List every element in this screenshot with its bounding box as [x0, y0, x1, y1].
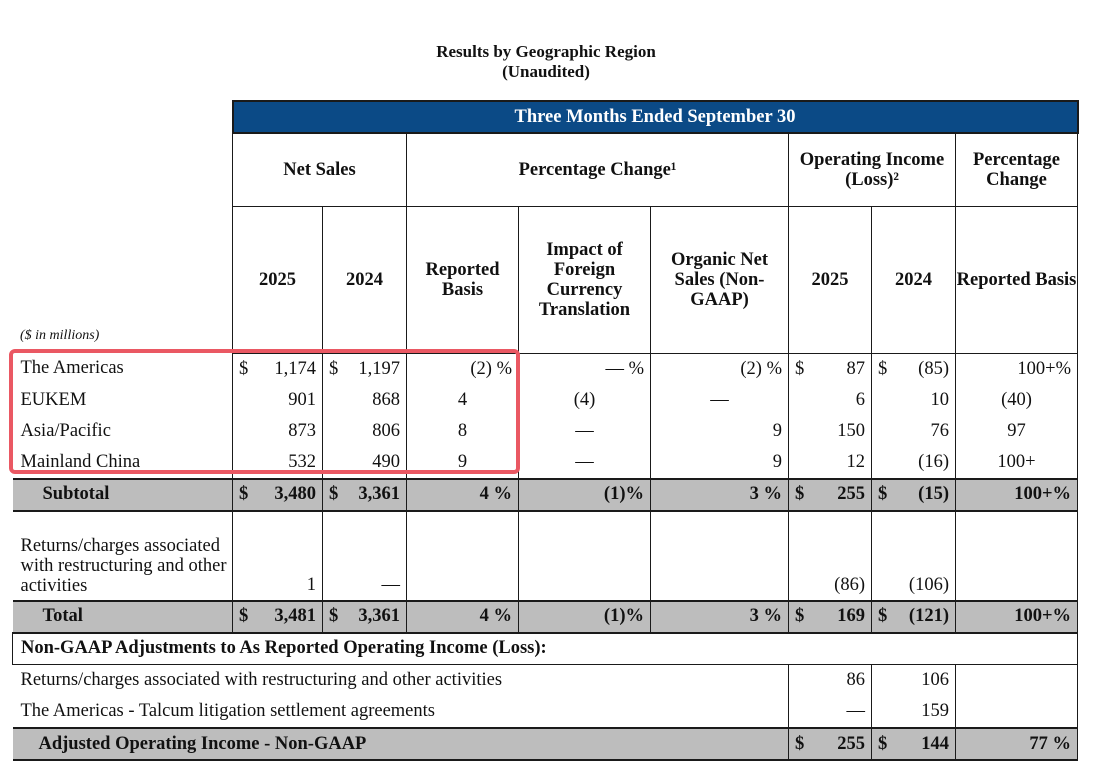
total-row: Total $3,481 $3,361 4 % (1)% 3 % $169 $(… — [12, 599, 1078, 634]
period-banner: Three Months Ended September 30 — [231, 100, 1079, 134]
ns-2025-header: 2025 — [232, 205, 323, 354]
oi-2024-header: 2024 — [871, 205, 956, 354]
adjusted-row: Adjusted Operating Income - Non-GAAP $25… — [12, 727, 1078, 761]
table-row: The Americas - Talcum litigation settlem… — [13, 696, 1078, 728]
fx-impact-header: Impact of Foreign Currency Translation — [518, 205, 651, 354]
non-gaap-heading: Non-GAAP Adjustments to As Reported Oper… — [12, 632, 1078, 665]
row-label: EUKEM — [20, 389, 87, 410]
returns-row: Returns/charges associated with restruct… — [13, 510, 1078, 601]
percentage-change-header: Percentage Change¹ — [406, 132, 789, 207]
row-label: Asia/Pacific — [20, 420, 111, 441]
oi-2025-header: 2025 — [788, 205, 872, 354]
reported-basis-right-header: Reported Basis — [955, 205, 1078, 354]
reported-basis-header: Reported Basis — [406, 205, 519, 354]
net-sales-header: Net Sales — [232, 132, 407, 207]
table-row: Returns/charges associated with restruct… — [13, 664, 1078, 696]
report-subtitle: (Unaudited) — [502, 62, 590, 81]
results-table: Three Months Ended September 30 Net Sale… — [12, 100, 1079, 761]
row-label: The Americas — [20, 358, 124, 379]
report-title: Results by Geographic Region — [436, 42, 656, 61]
row-label: Mainland China — [20, 451, 141, 472]
units-note: ($ in millions) — [20, 328, 100, 343]
table-row: EUKEM 901 868 4 (4) — 6 10 (40) — [13, 384, 1078, 416]
table-row: Mainland China 532 490 9 — 9 12 (16) 100… — [13, 446, 1078, 479]
organic-header: Organic Net Sales (Non-GAAP) — [650, 205, 789, 354]
operating-income-header: Operating Income (Loss)² — [788, 132, 956, 207]
percentage-change-right-header: Percentage Change — [955, 132, 1078, 207]
ns-2024-header: 2024 — [322, 205, 407, 354]
subtotal-row: Subtotal $3,480 $3,361 4 % (1)% 3 % $255… — [12, 477, 1078, 512]
table-row: The Americas $1,174 $1,197 (2) % — % (2)… — [13, 353, 1078, 385]
table-row: Asia/Pacific 873 806 8 — 9 150 76 97 — [13, 415, 1078, 447]
